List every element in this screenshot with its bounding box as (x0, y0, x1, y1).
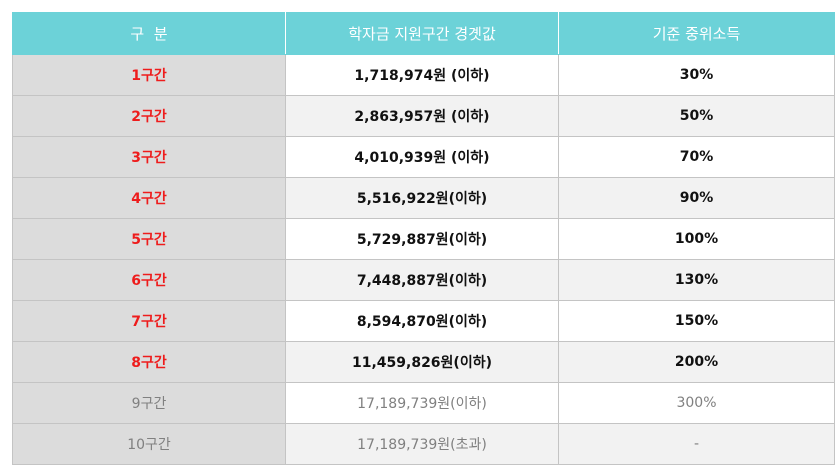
median-cell: 30% (558, 54, 835, 96)
table-row: 1구간 1,718,974원 (이하) 30% (12, 54, 835, 96)
threshold-cell: 8,594,870원(이하) (285, 300, 559, 342)
table-row: 4구간 5,516,922원(이하) 90% (12, 177, 835, 219)
section-cell: 7구간 (12, 300, 286, 342)
threshold-cell: 7,448,887원(이하) (285, 259, 559, 301)
table-row: 5구간 5,729,887원(이하) 100% (12, 218, 835, 260)
section-cell: 3구간 (12, 136, 286, 178)
median-cell: 70% (558, 136, 835, 178)
table-row: 7구간 8,594,870원(이하) 150% (12, 300, 835, 342)
median-cell: 100% (558, 218, 835, 260)
section-cell: 4구간 (12, 177, 286, 219)
table-row: 8구간 11,459,826원(이하) 200% (12, 341, 835, 383)
threshold-cell: 11,459,826원(이하) (285, 341, 559, 383)
table-row: 10구간 17,189,739원(초과) - (12, 423, 835, 465)
median-cell: - (558, 423, 835, 465)
median-cell: 90% (558, 177, 835, 219)
section-cell: 9구간 (12, 382, 286, 424)
section-cell: 6구간 (12, 259, 286, 301)
section-cell: 2구간 (12, 95, 286, 137)
median-cell: 300% (558, 382, 835, 424)
section-cell: 1구간 (12, 54, 286, 96)
table-row: 9구간 17,189,739원(이하) 300% (12, 382, 835, 424)
threshold-cell: 17,189,739원(이하) (285, 382, 559, 424)
threshold-cell: 2,863,957원 (이하) (285, 95, 559, 137)
median-cell: 150% (558, 300, 835, 342)
threshold-cell: 17,189,739원(초과) (285, 423, 559, 465)
header-threshold: 학자금 지원구간 경곗값 (285, 12, 559, 55)
table-row: 3구간 4,010,939원 (이하) 70% (12, 136, 835, 178)
threshold-cell: 4,010,939원 (이하) (285, 136, 559, 178)
threshold-cell: 5,729,887원(이하) (285, 218, 559, 260)
section-cell: 8구간 (12, 341, 286, 383)
threshold-cell: 1,718,974원 (이하) (285, 54, 559, 96)
header-section: 구 분 (12, 12, 286, 55)
table-row: 2구간 2,863,957원 (이하) 50% (12, 95, 835, 137)
median-cell: 130% (558, 259, 835, 301)
section-cell: 5구간 (12, 218, 286, 260)
table-row: 6구간 7,448,887원(이하) 130% (12, 259, 835, 301)
header-median-income: 기준 중위소득 (558, 12, 835, 55)
income-bracket-table: 구 분 학자금 지원구간 경곗값 기준 중위소득 1구간 1,718,974원 … (12, 12, 835, 465)
table-header-row: 구 분 학자금 지원구간 경곗값 기준 중위소득 (12, 12, 835, 55)
median-cell: 50% (558, 95, 835, 137)
section-cell: 10구간 (12, 423, 286, 465)
threshold-cell: 5,516,922원(이하) (285, 177, 559, 219)
median-cell: 200% (558, 341, 835, 383)
